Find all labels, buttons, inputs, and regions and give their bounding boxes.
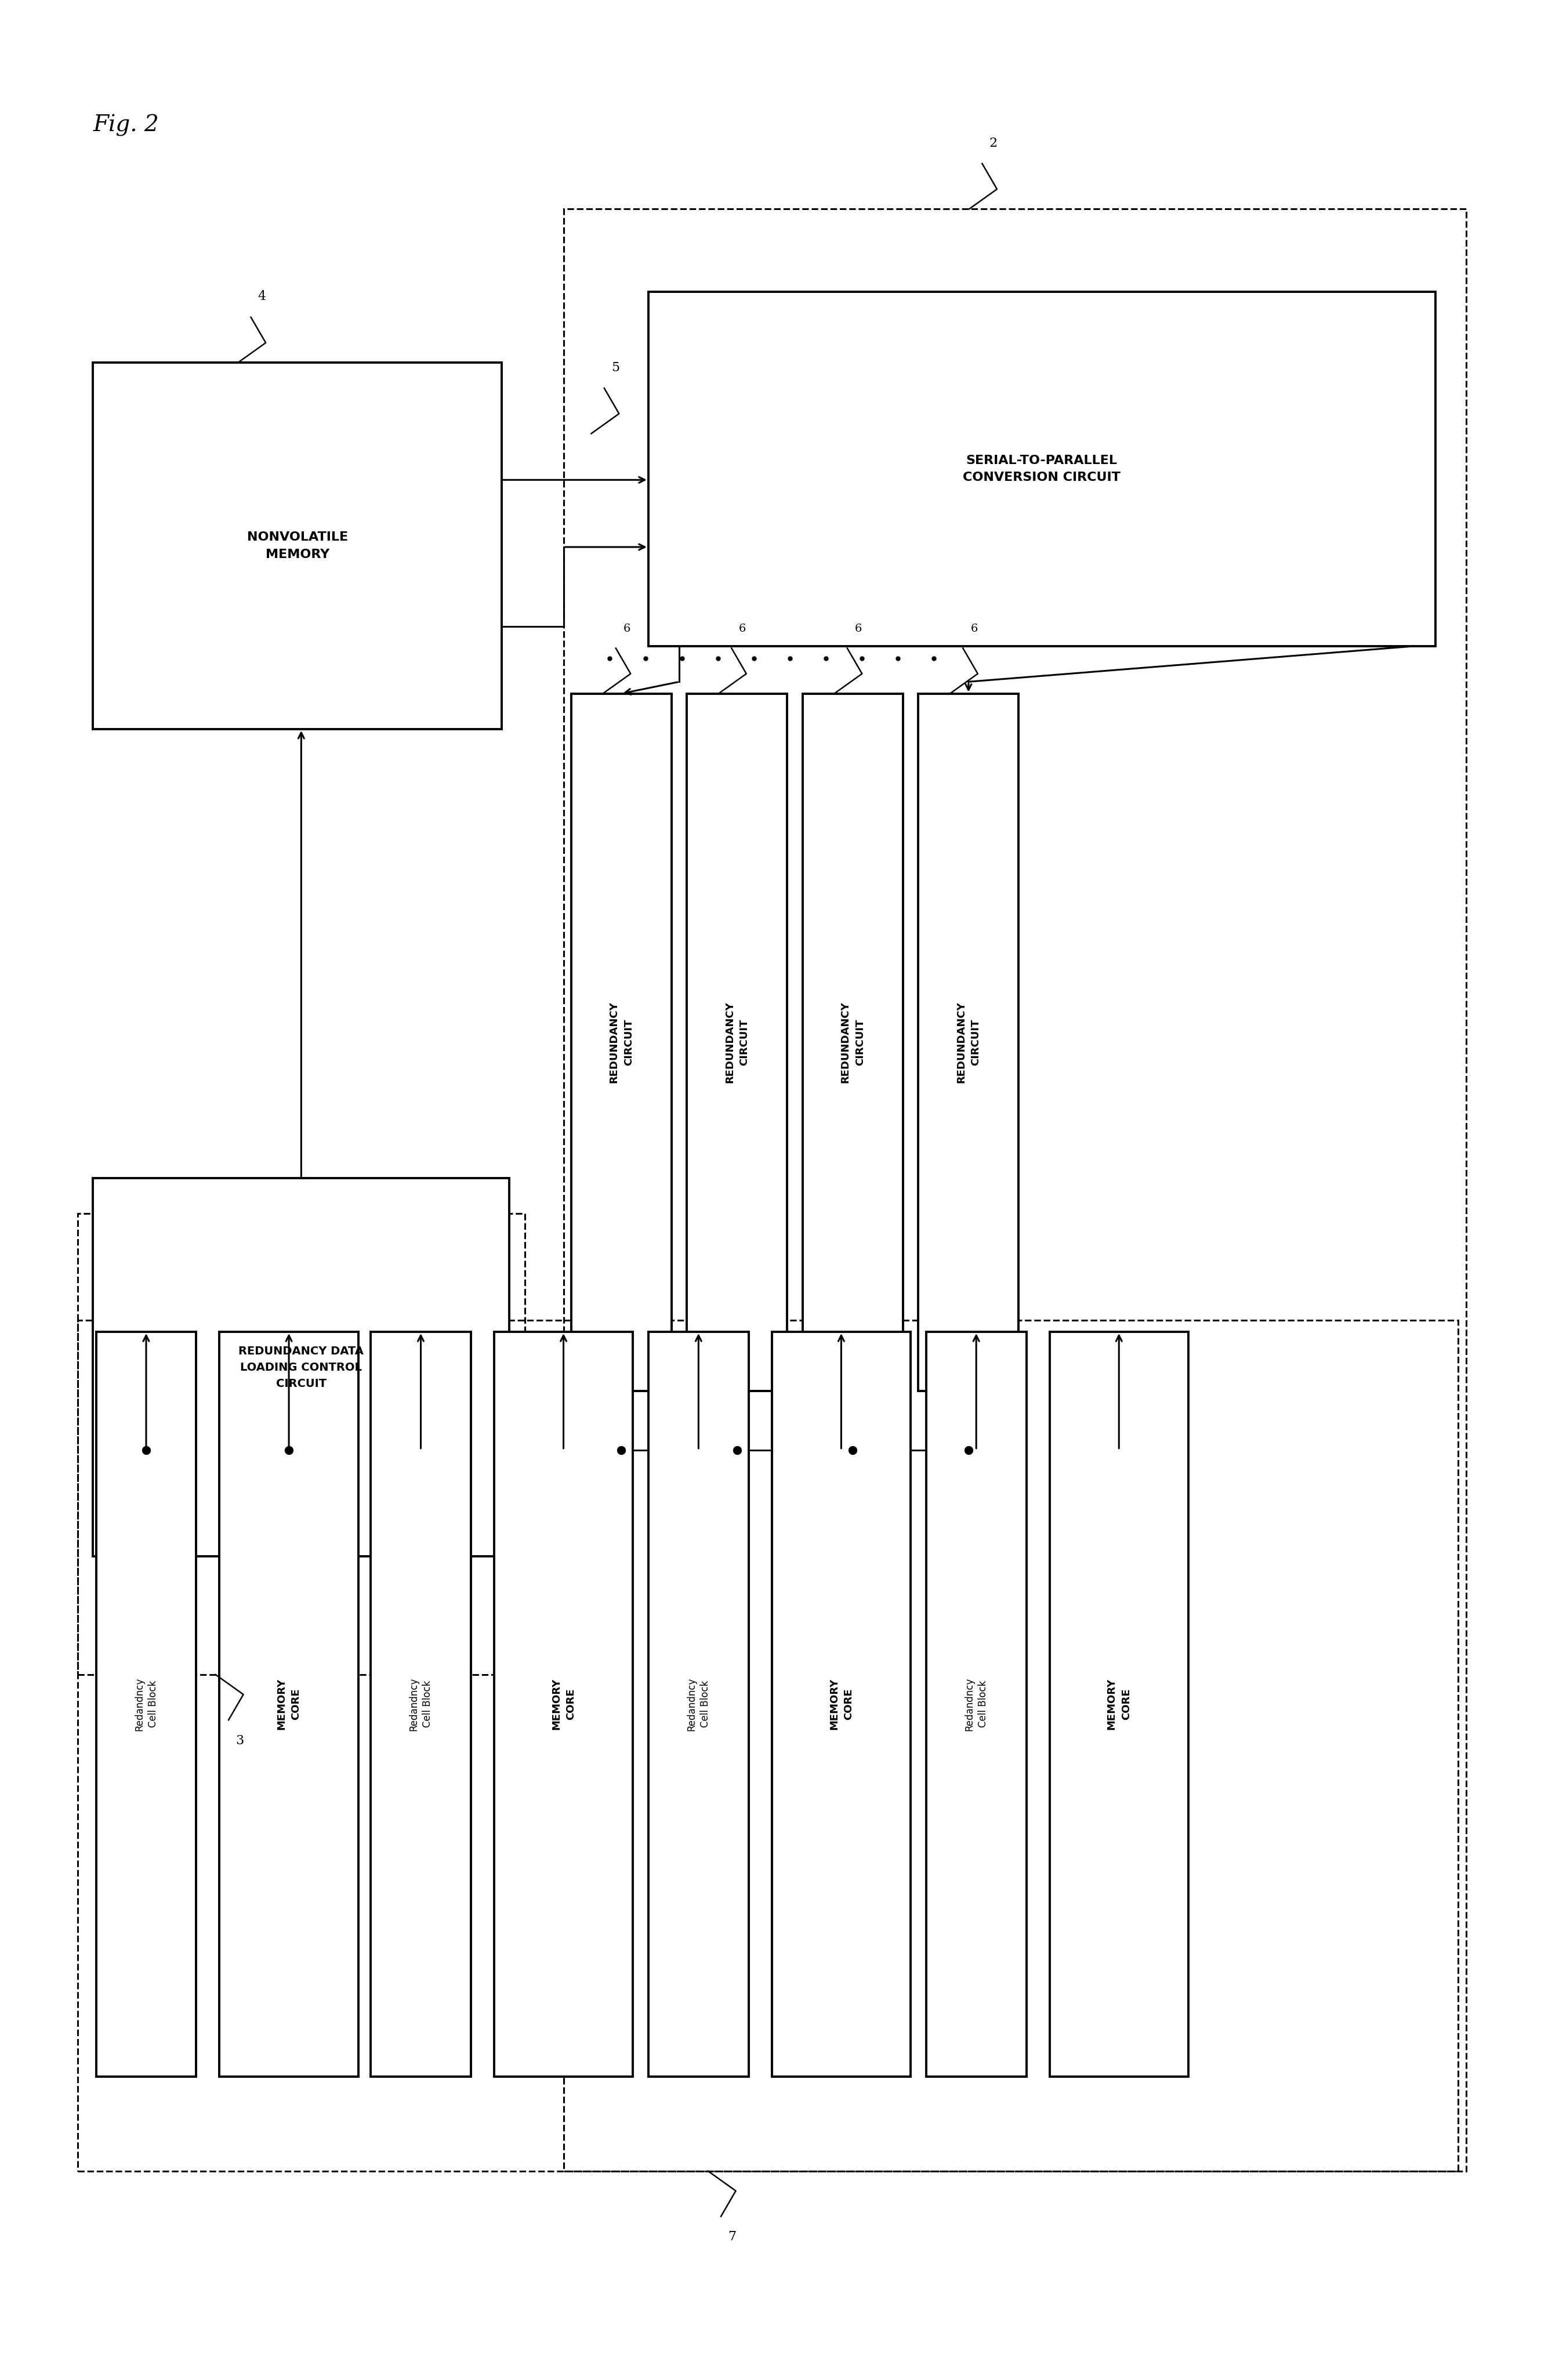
- Text: MEMORY
CORE: MEMORY CORE: [829, 1678, 854, 1730]
- Text: REDUNDANCY
CIRCUIT: REDUNDANCY CIRCUIT: [956, 1002, 981, 1083]
- Bar: [94, 362, 502, 728]
- Text: REDUNDANCY
CIRCUIT: REDUNDANCY CIRCUIT: [725, 1002, 750, 1083]
- Text: 6: 6: [739, 624, 747, 633]
- Text: 4: 4: [257, 290, 267, 302]
- Bar: [649, 293, 1436, 647]
- Text: REDUNDANCY DATA
LOADING CONTROL
CIRCUIT: REDUNDANCY DATA LOADING CONTROL CIRCUIT: [239, 1345, 363, 1390]
- Bar: [563, 209, 1465, 2171]
- Text: 6: 6: [854, 624, 862, 633]
- Bar: [94, 1178, 510, 1557]
- Text: MEMORY
CORE: MEMORY CORE: [1107, 1678, 1132, 1730]
- Text: MEMORY
CORE: MEMORY CORE: [550, 1678, 575, 1730]
- Text: 3: 3: [235, 1735, 243, 1747]
- Bar: [97, 1333, 196, 2075]
- Bar: [688, 693, 787, 1390]
- Text: Redandncy
Cell Block: Redandncy Cell Block: [686, 1678, 711, 1730]
- Text: 2: 2: [988, 136, 998, 150]
- Text: SERIAL-TO-PARALLEL
CONVERSION CIRCUIT: SERIAL-TO-PARALLEL CONVERSION CIRCUIT: [963, 455, 1121, 483]
- Text: 5: 5: [611, 362, 619, 374]
- Text: REDUNDANCY
CIRCUIT: REDUNDANCY CIRCUIT: [840, 1002, 865, 1083]
- Text: Fig. 2: Fig. 2: [94, 114, 159, 136]
- Bar: [78, 1321, 1458, 2171]
- Bar: [649, 1333, 748, 2075]
- Text: Redandncy
Cell Block: Redandncy Cell Block: [408, 1678, 433, 1730]
- Bar: [918, 693, 1018, 1390]
- Bar: [78, 1214, 525, 1676]
- Bar: [571, 693, 672, 1390]
- Bar: [772, 1333, 910, 2075]
- Text: REDUNDANCY
CIRCUIT: REDUNDANCY CIRCUIT: [610, 1002, 635, 1083]
- Bar: [926, 1333, 1026, 2075]
- Text: 6: 6: [624, 624, 630, 633]
- Text: Redandncy
Cell Block: Redandncy Cell Block: [963, 1678, 988, 1730]
- Text: Redandncy
Cell Block: Redandncy Cell Block: [134, 1678, 157, 1730]
- Bar: [494, 1333, 633, 2075]
- Text: 6: 6: [970, 624, 977, 633]
- Text: NONVOLATILE
MEMORY: NONVOLATILE MEMORY: [246, 531, 348, 559]
- Bar: [1049, 1333, 1188, 2075]
- Text: 7: 7: [728, 2230, 736, 2244]
- Bar: [803, 693, 903, 1390]
- Bar: [371, 1333, 471, 2075]
- Text: MEMORY
CORE: MEMORY CORE: [276, 1678, 301, 1730]
- Bar: [220, 1333, 359, 2075]
